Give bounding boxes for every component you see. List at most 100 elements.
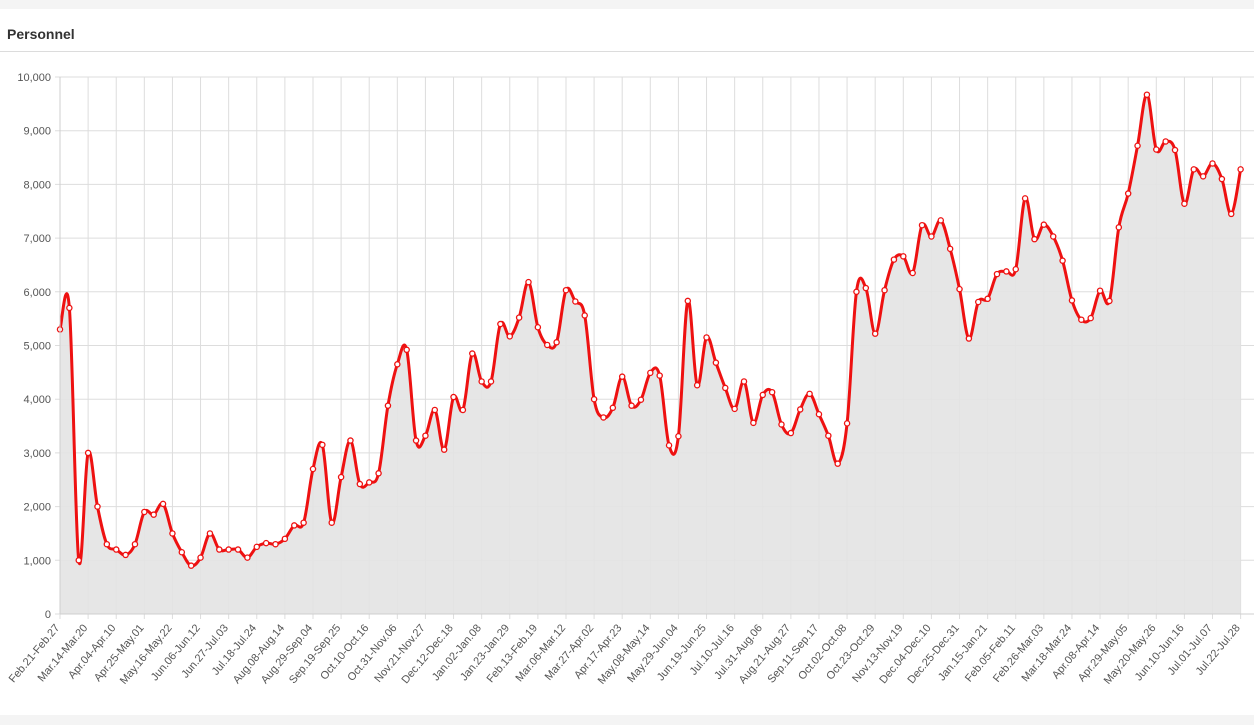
data-point xyxy=(1068,297,1076,304)
data-point xyxy=(703,334,710,341)
title-divider xyxy=(0,51,1254,52)
data-point xyxy=(1181,200,1188,207)
data-point xyxy=(244,554,251,561)
data-point xyxy=(328,519,335,526)
data-point xyxy=(94,503,101,510)
data-point xyxy=(309,465,317,473)
data-point xyxy=(169,530,176,537)
y-tick-label: 2,000 xyxy=(23,502,51,514)
data-point xyxy=(1087,314,1094,322)
data-point xyxy=(365,479,373,486)
data-point xyxy=(543,341,551,349)
data-point xyxy=(356,480,364,488)
y-tick-label: 3,000 xyxy=(23,448,51,460)
data-point xyxy=(1143,91,1151,98)
data-point xyxy=(862,284,870,292)
data-point xyxy=(75,557,82,564)
data-point xyxy=(778,421,785,428)
data-point xyxy=(581,312,588,319)
y-tick-label: 7,000 xyxy=(23,233,51,245)
data-point xyxy=(394,361,401,368)
data-point xyxy=(225,546,232,553)
data-point xyxy=(787,429,795,437)
data-point xyxy=(150,511,157,518)
panel-title: Personnel xyxy=(7,26,75,42)
data-point xyxy=(1031,235,1038,243)
data-point xyxy=(1162,138,1169,145)
data-points xyxy=(56,91,1244,569)
data-point xyxy=(796,406,804,413)
data-point xyxy=(572,298,579,305)
data-point xyxy=(84,449,92,457)
data-point xyxy=(1096,287,1104,294)
data-point xyxy=(469,350,476,357)
data-point xyxy=(731,405,738,413)
data-point xyxy=(647,369,654,377)
data-point xyxy=(525,278,532,286)
data-point xyxy=(1209,160,1216,167)
y-tick-label: 0 xyxy=(45,609,51,621)
data-point xyxy=(1115,224,1123,231)
data-point xyxy=(656,372,663,379)
y-tick-label: 10,000 xyxy=(17,72,51,84)
data-point xyxy=(1228,210,1235,218)
data-point xyxy=(1237,166,1244,173)
data-point xyxy=(1049,233,1057,240)
data-point xyxy=(319,441,326,449)
data-point xyxy=(1059,257,1066,264)
data-point xyxy=(618,373,626,380)
data-point xyxy=(984,295,991,303)
data-point xyxy=(272,540,279,548)
data-point xyxy=(1218,175,1226,183)
data-point xyxy=(890,256,898,263)
y-tick-label: 5,000 xyxy=(23,341,51,353)
data-point xyxy=(1134,142,1141,149)
data-point xyxy=(665,442,673,449)
y-tick-label: 8,000 xyxy=(23,179,51,191)
data-point xyxy=(450,393,457,401)
data-point xyxy=(937,217,945,224)
series-area xyxy=(60,94,1241,615)
data-point xyxy=(909,269,916,277)
y-tick-label: 1,000 xyxy=(23,555,51,567)
data-point xyxy=(975,298,982,306)
data-point xyxy=(515,314,523,321)
data-point xyxy=(750,419,757,427)
data-point xyxy=(347,437,354,444)
data-point xyxy=(1021,195,1029,202)
data-point xyxy=(562,286,570,294)
data-point xyxy=(534,323,542,331)
data-point xyxy=(459,406,467,414)
data-point xyxy=(684,297,692,305)
data-point xyxy=(806,390,813,398)
data-point xyxy=(1040,221,1048,228)
data-point xyxy=(740,378,748,385)
data-point xyxy=(871,330,879,337)
y-tick-label: 4,000 xyxy=(23,394,51,406)
data-point xyxy=(1153,146,1160,153)
data-point xyxy=(1012,265,1019,273)
data-point xyxy=(722,384,729,392)
data-point xyxy=(66,304,73,312)
data-point xyxy=(553,339,560,346)
data-point xyxy=(216,546,223,553)
data-point xyxy=(693,381,701,389)
data-point xyxy=(609,404,617,412)
area-layer xyxy=(60,94,1241,615)
data-point xyxy=(600,414,607,421)
data-point xyxy=(637,396,645,403)
data-point xyxy=(197,554,204,561)
data-point xyxy=(253,543,261,551)
data-point xyxy=(590,395,598,403)
data-point xyxy=(768,388,776,396)
y-axis: 0 1,000 2,000 3,000 4,000 5,000 6,000 7,000 8,00… xyxy=(17,72,61,621)
data-point xyxy=(206,530,214,537)
data-point xyxy=(843,420,851,427)
data-point xyxy=(834,460,841,467)
data-point xyxy=(1171,146,1179,154)
data-point xyxy=(675,433,682,440)
data-point xyxy=(993,270,1001,278)
data-point xyxy=(506,333,514,340)
data-point xyxy=(103,540,111,548)
